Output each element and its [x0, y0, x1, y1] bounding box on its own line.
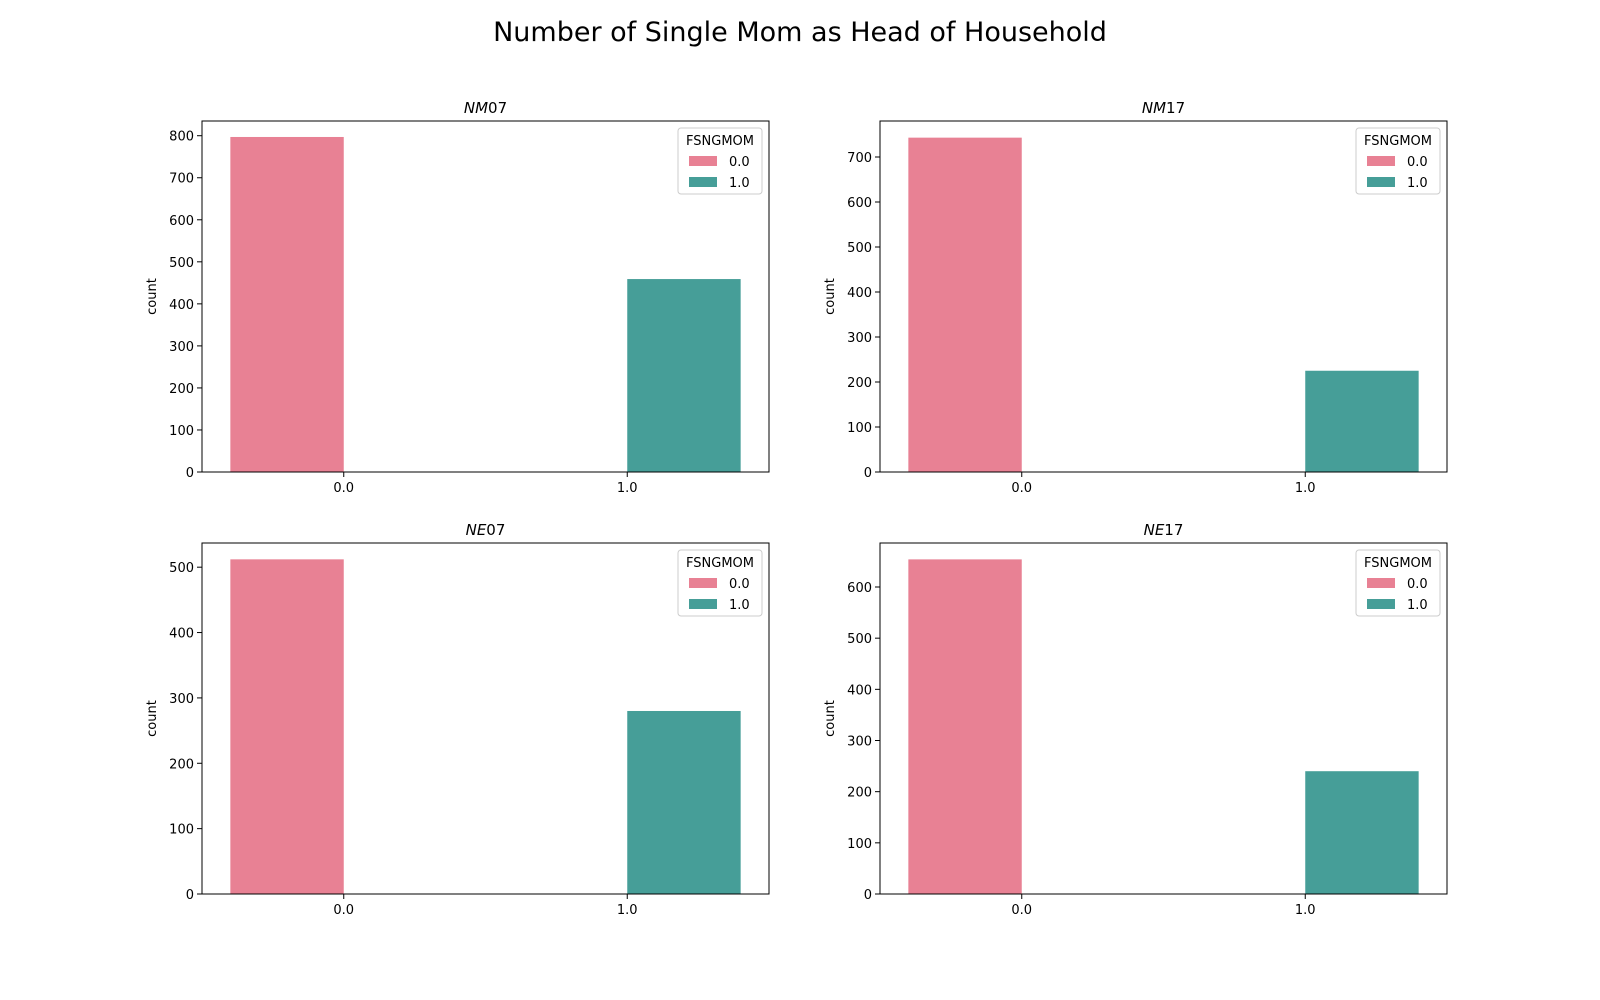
y-tick-label: 600 [847, 581, 872, 596]
bar-0.0-0.0 [908, 137, 1022, 472]
legend-title: FSNGMOM [686, 134, 754, 149]
legend-label: 0.0 [729, 577, 750, 592]
bar-1.0-1.0 [627, 279, 741, 472]
bar-0.0-0.0 [230, 559, 344, 894]
subplot-4: NE17 0 100 200 300 400 500 600 0.0 1.0 count FSNGMO… [823, 521, 1448, 918]
y-tick-label: 400 [169, 627, 194, 642]
axes-frame [201, 542, 770, 895]
legend-title: FSNGMOM [1364, 134, 1432, 149]
y-tick-label: 300 [169, 692, 194, 707]
axes-frame [201, 120, 770, 473]
y-tick-label: 700 [169, 172, 194, 187]
y-tick-label: 0 [864, 466, 872, 481]
figure-title: Number of Single Mom as Head of Househol… [493, 17, 1107, 48]
y-tick-label: 500 [169, 561, 194, 576]
x-tick-label: 1.0 [617, 481, 638, 496]
y-tick-label: 0 [864, 888, 872, 903]
legend-title: FSNGMOM [686, 556, 754, 571]
x-tick-label: 0.0 [333, 903, 354, 918]
y-tick-label: 200 [847, 786, 872, 801]
y-tick-label: 400 [847, 286, 872, 301]
x-tick-label: 1.0 [1295, 481, 1316, 496]
y-axis-label: count [823, 700, 838, 737]
y-tick-label: 100 [169, 823, 194, 838]
y-tick-label: 200 [169, 382, 194, 397]
y-tick-label: 400 [847, 683, 872, 698]
y-tick-label: 300 [847, 735, 872, 750]
subplot-3: NE07 0 100 200 300 400 500 0.0 1.0 count FSNGMOM 0.… [145, 521, 770, 918]
legend-title: FSNGMOM [1364, 556, 1432, 571]
legend: FSNGMOM 0.0 1.0 [677, 127, 763, 195]
y-tick-label: 700 [847, 151, 872, 166]
legend-label: 1.0 [1407, 598, 1428, 613]
y-axis-label: count [145, 278, 160, 315]
axes-frame [879, 542, 1448, 895]
bar-0.0-0.0 [908, 559, 1022, 894]
legend-swatch-0.0 [1367, 578, 1395, 588]
subplot-title-italic: NE [1144, 521, 1165, 539]
axes-frame [879, 120, 1448, 473]
y-tick-label: 200 [847, 376, 872, 391]
subplot-title: NM07 [464, 99, 507, 117]
legend-label: 1.0 [729, 176, 750, 191]
subplot-title-rest: 17 [1164, 521, 1183, 539]
y-tick-label: 300 [847, 331, 872, 346]
y-tick-label: 100 [847, 421, 872, 436]
subplot-title: NE07 [466, 521, 506, 539]
y-tick-label: 300 [169, 340, 194, 355]
x-tick-label: 1.0 [1295, 903, 1316, 918]
y-tick-label: 800 [169, 130, 194, 145]
y-tick-label: 100 [847, 837, 872, 852]
y-tick-label: 100 [169, 424, 194, 439]
legend-swatch-1.0 [1367, 177, 1395, 187]
subplot-title-rest: 17 [1166, 99, 1185, 117]
legend-swatch-0.0 [1367, 156, 1395, 166]
subplot-title-italic: NM [464, 99, 488, 117]
bar-0.0-0.0 [230, 136, 344, 473]
legend-swatch-0.0 [689, 578, 717, 588]
subplot-title: NE17 [1144, 521, 1184, 539]
legend-label: 0.0 [729, 155, 750, 170]
subplot-title-rest: 07 [488, 99, 507, 117]
x-tick-label: 0.0 [333, 481, 354, 496]
subplot-title-italic: NE [466, 521, 487, 539]
subplot-1: NM07 0 100 200 300 400 500 600 700 800 0.0 1.0 count… [145, 99, 770, 496]
subplot-title-rest: 07 [486, 521, 505, 539]
subplot-2: NM17 0 100 200 300 400 500 600 700 0.0 1.0 count FSN… [823, 99, 1448, 496]
legend-swatch-1.0 [1367, 599, 1395, 609]
y-tick-label: 0 [186, 888, 194, 903]
x-tick-label: 0.0 [1011, 903, 1032, 918]
legend-swatch-0.0 [689, 156, 717, 166]
legend: FSNGMOM 0.0 1.0 [1355, 127, 1441, 195]
legend-label: 0.0 [1407, 577, 1428, 592]
y-axis-label: count [145, 700, 160, 737]
y-axis-label: count [823, 278, 838, 315]
x-tick-label: 0.0 [1011, 481, 1032, 496]
subplot-title-italic: NM [1142, 99, 1166, 117]
legend: FSNGMOM 0.0 1.0 [677, 549, 763, 617]
bar-1.0-1.0 [627, 710, 741, 894]
bar-1.0-1.0 [1305, 771, 1419, 894]
y-tick-label: 500 [847, 632, 872, 647]
subplot-title: NM17 [1142, 99, 1185, 117]
legend-swatch-1.0 [689, 599, 717, 609]
legend-label: 1.0 [729, 598, 750, 613]
legend-label: 0.0 [1407, 155, 1428, 170]
legend: FSNGMOM 0.0 1.0 [1355, 549, 1441, 617]
y-tick-label: 200 [169, 757, 194, 772]
y-tick-label: 500 [169, 256, 194, 271]
legend-swatch-1.0 [689, 177, 717, 187]
bar-1.0-1.0 [1305, 370, 1419, 472]
y-tick-label: 400 [169, 298, 194, 313]
legend-label: 1.0 [1407, 176, 1428, 191]
y-tick-label: 600 [169, 214, 194, 229]
x-tick-label: 1.0 [617, 903, 638, 918]
y-tick-label: 500 [847, 241, 872, 256]
y-tick-label: 600 [847, 196, 872, 211]
y-tick-label: 0 [186, 466, 194, 481]
